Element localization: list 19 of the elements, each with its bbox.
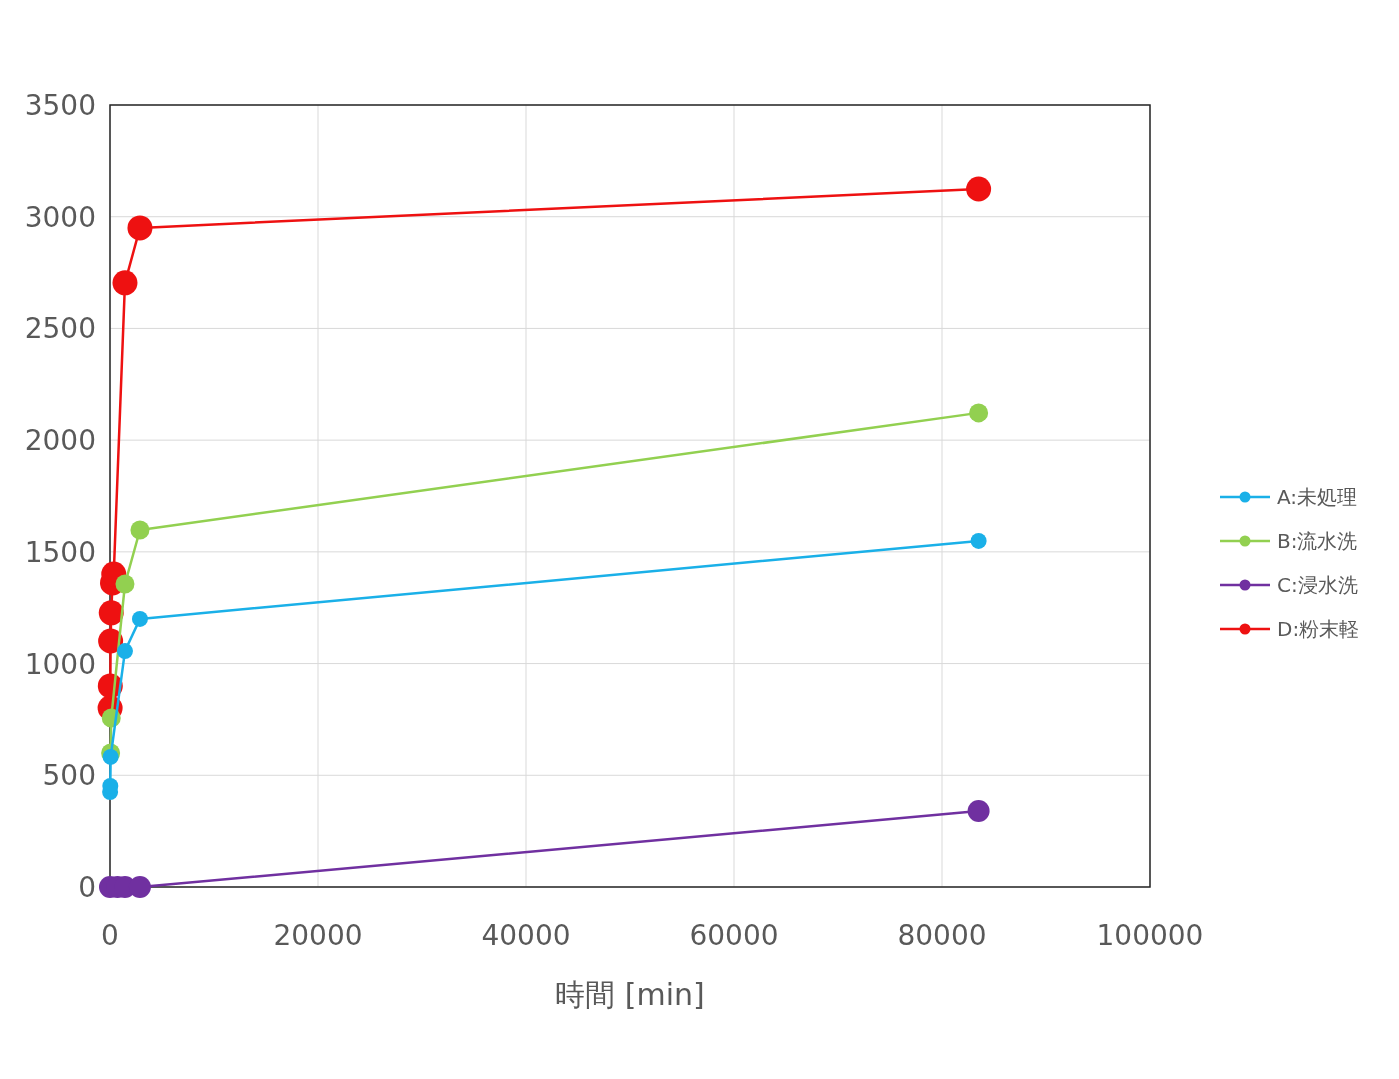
y-tick-label: 2000 — [24, 424, 96, 458]
legend-label: D:粉末軽 — [1277, 617, 1360, 641]
x-tick-label: 60000 — [689, 919, 779, 952]
legend-label: B:流水洗 — [1277, 529, 1358, 553]
x-tick-label: 100000 — [1096, 919, 1204, 952]
y-tick-label: 2500 — [24, 312, 96, 346]
legend-label: C:浸水洗 — [1277, 573, 1358, 597]
y-tick-label: 3500 — [24, 89, 96, 122]
legend-label: A:未処理 — [1277, 485, 1358, 509]
x-axis-title: 時間 [min] — [555, 977, 705, 1012]
x-tick-label: 0 — [101, 919, 119, 952]
x-tick-label: 40000 — [481, 919, 571, 952]
x-tick-label: 20000 — [273, 919, 363, 952]
y-tick-label: 1500 — [24, 535, 96, 569]
y-tick-label: 1000 — [24, 647, 96, 681]
y-tick-label: 3000 — [24, 200, 96, 234]
x-tick-label: 80000 — [897, 919, 987, 952]
y-tick-label: 500 — [42, 759, 96, 793]
y-tick-label: 0 — [78, 871, 96, 904]
